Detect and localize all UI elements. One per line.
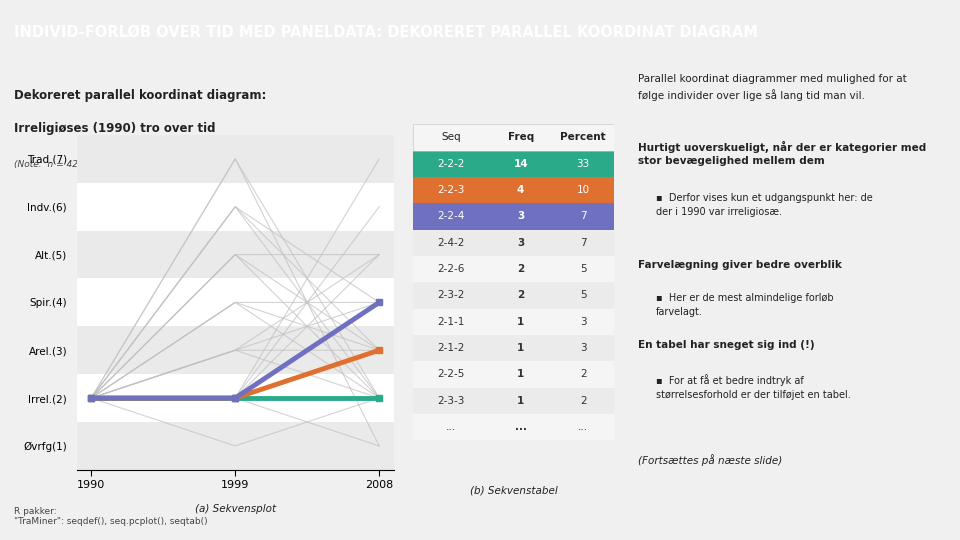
Bar [77, 135, 394, 183]
Text: 2-3-2: 2-3-2 [438, 291, 465, 300]
Bar [77, 422, 394, 470]
FancyBboxPatch shape [413, 308, 614, 335]
Bar [77, 231, 394, 279]
Text: (b) Sekvenstabel: (b) Sekvenstabel [469, 485, 558, 495]
Text: 2-3-3: 2-3-3 [438, 396, 465, 406]
Text: 2-4-2: 2-4-2 [438, 238, 465, 248]
Text: ...: ... [446, 422, 456, 432]
Text: 2: 2 [517, 264, 524, 274]
Text: INDIVID-FORLØB OVER TID MED PANELDATA: DEKORERET PARALLEL KOORDINAT DIAGRAM: INDIVID-FORLØB OVER TID MED PANELDATA: D… [14, 25, 758, 40]
Text: ▪  Derfor vises kun et udgangspunkt her: de
der i 1990 var irreligiosæ.: ▪ Derfor vises kun et udgangspunkt her: … [656, 193, 873, 217]
Text: 2-2-5: 2-2-5 [438, 369, 465, 380]
Text: Percent: Percent [561, 132, 606, 143]
Text: Freq: Freq [508, 132, 534, 143]
Text: 2-1-1: 2-1-1 [438, 317, 465, 327]
FancyBboxPatch shape [413, 361, 614, 388]
Text: 2-2-3: 2-2-3 [438, 185, 465, 195]
Text: 5: 5 [580, 291, 587, 300]
FancyBboxPatch shape [413, 282, 614, 308]
FancyBboxPatch shape [413, 335, 614, 361]
Text: Parallel koordinat diagrammer med mulighed for at
følge individer over lige så l: Parallel koordinat diagrammer med muligh… [638, 75, 907, 101]
FancyBboxPatch shape [413, 124, 614, 151]
Text: 4: 4 [517, 185, 524, 195]
Text: Irreligiøses (1990) tro over tid: Irreligiøses (1990) tro over tid [14, 122, 216, 135]
Text: 2-2-4: 2-2-4 [438, 211, 465, 221]
Text: 2-2-6: 2-2-6 [438, 264, 465, 274]
Text: 7: 7 [580, 211, 587, 221]
Text: ▪  For at få et bedre indtryk af
størrelsesforhold er der tilføjet en tabel.: ▪ For at få et bedre indtryk af størrels… [656, 374, 851, 400]
Text: 14: 14 [514, 159, 528, 168]
Text: 3: 3 [517, 238, 524, 248]
Text: Dekoreret parallel koordinat diagram:: Dekoreret parallel koordinat diagram: [14, 89, 267, 102]
FancyBboxPatch shape [413, 230, 614, 256]
Text: (Fortsættes på næste slide): (Fortsættes på næste slide) [638, 455, 782, 467]
FancyBboxPatch shape [413, 414, 614, 440]
Text: 2-1-2: 2-1-2 [438, 343, 465, 353]
FancyBboxPatch shape [413, 151, 614, 152]
Text: 3: 3 [580, 343, 587, 353]
Text: ...: ... [515, 422, 527, 432]
Text: 1: 1 [517, 317, 524, 327]
Text: 33: 33 [577, 159, 589, 168]
Text: (Note:  n = 42; Kun de mest almindelige sekvenser er farvelagt (skærer ved 50%)): (Note: n = 42; Kun de mest almindelige s… [14, 160, 389, 169]
Text: 3: 3 [517, 211, 524, 221]
Bar [77, 326, 394, 374]
Text: ...: ... [578, 422, 588, 432]
Text: En tabel har sneget sig ind (!): En tabel har sneget sig ind (!) [638, 340, 815, 350]
FancyBboxPatch shape [413, 151, 614, 177]
Text: 10: 10 [577, 185, 589, 195]
Text: 2: 2 [580, 369, 587, 380]
FancyBboxPatch shape [413, 177, 614, 203]
Text: 1: 1 [517, 343, 524, 353]
Text: ▪  Her er de mest almindelige forløb
farvelagt.: ▪ Her er de mest almindelige forløb farv… [656, 293, 833, 317]
Text: 1: 1 [517, 369, 524, 380]
Text: Seq: Seq [442, 132, 461, 143]
Text: (a) Sekvensplot: (a) Sekvensplot [195, 504, 276, 515]
Text: 2-2-2: 2-2-2 [438, 159, 465, 168]
Text: 5: 5 [580, 264, 587, 274]
Text: 7: 7 [580, 238, 587, 248]
Text: Hurtigt uoverskueligt, når der er kategorier med
stor bevægelighed mellem dem: Hurtigt uoverskueligt, når der er katego… [638, 141, 926, 166]
FancyBboxPatch shape [413, 256, 614, 282]
Text: 3: 3 [580, 317, 587, 327]
Text: R pakker:
"TraMiner": seqdef(), seq.pcplot(), seqtab(): R pakker: "TraMiner": seqdef(), seq.pcpl… [14, 507, 208, 526]
Text: 1: 1 [517, 396, 524, 406]
FancyBboxPatch shape [413, 388, 614, 414]
Text: Farvelægning giver bedre overblik: Farvelægning giver bedre overblik [638, 260, 842, 269]
Text: 2: 2 [517, 291, 524, 300]
Text: 2: 2 [580, 396, 587, 406]
FancyBboxPatch shape [413, 203, 614, 230]
